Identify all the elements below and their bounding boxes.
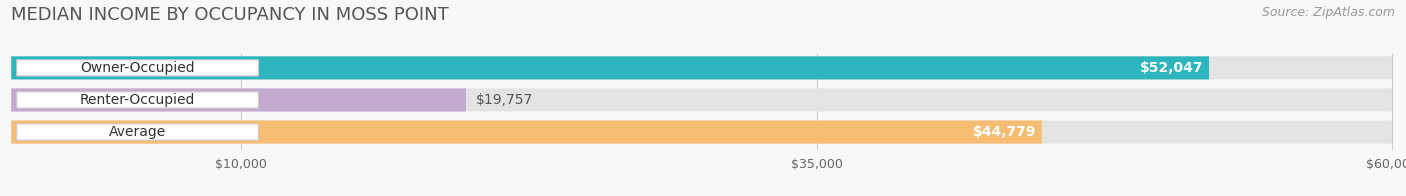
Text: $19,757: $19,757: [475, 93, 533, 107]
Text: Average: Average: [110, 125, 166, 139]
FancyBboxPatch shape: [11, 56, 1209, 79]
Text: MEDIAN INCOME BY OCCUPANCY IN MOSS POINT: MEDIAN INCOME BY OCCUPANCY IN MOSS POINT: [11, 6, 449, 24]
FancyBboxPatch shape: [17, 60, 259, 76]
FancyBboxPatch shape: [11, 88, 1392, 112]
FancyBboxPatch shape: [17, 124, 259, 140]
Text: $44,779: $44,779: [973, 125, 1036, 139]
FancyBboxPatch shape: [17, 92, 259, 108]
Text: Source: ZipAtlas.com: Source: ZipAtlas.com: [1261, 6, 1395, 19]
FancyBboxPatch shape: [11, 121, 1392, 144]
Text: Owner-Occupied: Owner-Occupied: [80, 61, 195, 75]
FancyBboxPatch shape: [11, 56, 1392, 79]
FancyBboxPatch shape: [11, 88, 465, 112]
Text: $52,047: $52,047: [1140, 61, 1204, 75]
Text: Renter-Occupied: Renter-Occupied: [80, 93, 195, 107]
FancyBboxPatch shape: [11, 121, 1042, 144]
